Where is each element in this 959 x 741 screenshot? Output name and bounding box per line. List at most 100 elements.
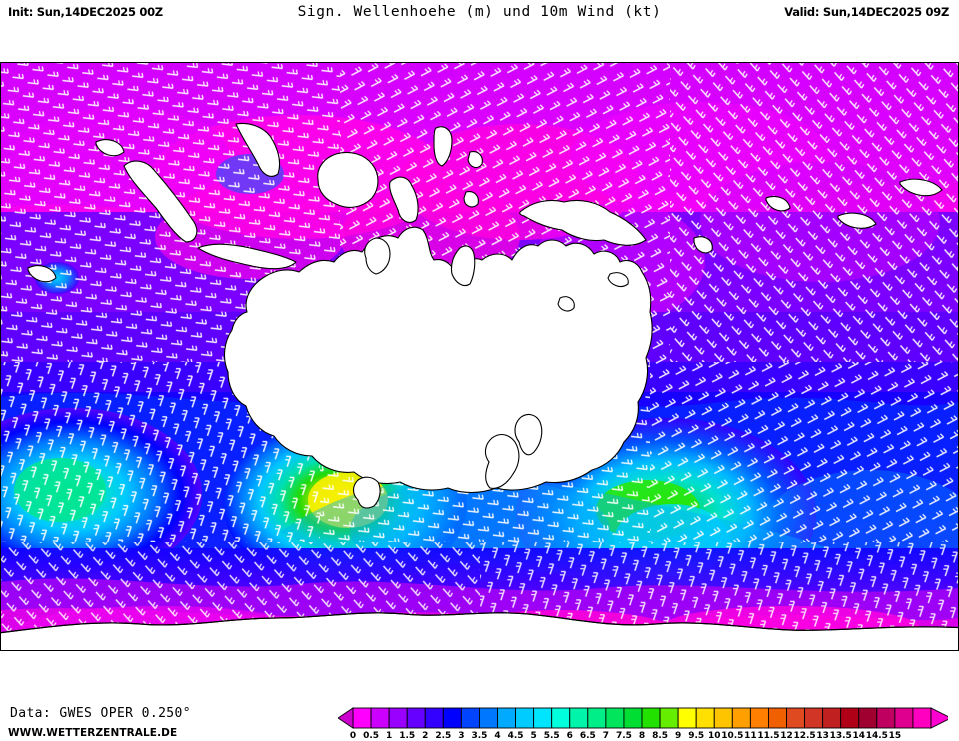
land-sumatra [123,160,198,243]
colorbar-tick-label: 7 [603,731,609,741]
colorbar-tick-label: 13 [816,731,829,741]
colorbar-cell [533,707,553,729]
colorbar-cell [641,707,661,729]
colorbar-tick-label: 10.5 [721,731,743,741]
land-java [197,243,297,270]
colorbar-tick-label: 4 [494,731,500,741]
colorbar-tick-label: 8 [639,731,645,741]
land-island-c [693,236,713,254]
colorbar-cell [731,707,751,729]
colorbar-cell [677,707,697,729]
colorbar-cell [370,707,390,729]
colorbar-cell [876,707,896,729]
colorbar-cell [767,707,787,729]
colorbar-tick-label: 12.5 [793,731,815,741]
land-borneo [317,151,379,208]
website-url-label: WWW.WETTERZENTRALE.DE [8,727,178,739]
colorbar-canvas: 0 0.5 1 1.5 2 2.5 3 3.5 4 4.5 5 5.5 6 6.5 7 7.5 8 8.5 9 9.5… [338,707,948,741]
colorbar-tick-label: 8.5 [652,731,668,741]
colorbar-cell [352,707,372,729]
land-cape-york [450,245,476,287]
colorbar-cell [840,707,860,729]
init-time-label: Init: Sun,14DEC2025 00Z [8,5,163,19]
colorbar-tick-label: 6 [567,731,573,741]
colorbar-cell [515,707,535,729]
colorbar-tick-label: 14 [852,731,865,741]
land-island-e [837,212,877,229]
land-island-a [467,151,483,169]
colorbar-under-arrow [338,707,354,729]
colorbar-tick-label: 15 [889,731,902,741]
colorbar-cell [804,707,824,729]
colorbar-cell [623,707,643,729]
colorbar-cell [713,707,733,729]
chart-header: Init: Sun,14DEC2025 00Z Sign. Wellenhoeh… [0,0,959,62]
colorbar-tick-label: 6.5 [580,731,596,741]
wave-height-map[interactable] [0,62,959,651]
land-island-h [607,272,629,287]
colorbar-tick-label: 0.5 [363,731,379,741]
colorbar-tick-label: 5.5 [544,731,560,741]
colorbar-cell [858,707,878,729]
colorbar-cell [388,707,408,729]
colorbar-cell [912,707,932,729]
colorbar-cell [569,707,589,729]
colorbar-cell [478,707,498,729]
colorbar-tick-label: 7.5 [616,731,632,741]
colorbar-cell [442,707,462,729]
colorbar-cells [352,707,932,729]
land-arnhem-land [364,237,391,275]
colorbar-cell [786,707,806,729]
colorbar[interactable]: 0 0.5 1 1.5 2 2.5 3 3.5 4 4.5 5 5.5 6 6.5 7 7.5 8 8.5 9 9.5… [338,706,948,741]
colorbar-tick-label: 9.5 [688,731,704,741]
land-island-i [27,265,57,283]
land-new-guinea [519,199,647,246]
colorbar-cell [406,707,426,729]
colorbar-over-arrow [930,707,948,729]
colorbar-cell [460,707,480,729]
land-nz-north-island [514,413,543,456]
land-philippines [433,126,453,167]
colorbar-tick-label: 3.5 [471,731,487,741]
valid-time-label: Valid: Sun,14DEC2025 09Z [784,5,949,19]
map-canvas [0,62,959,651]
colorbar-tick-label: 11.5 [757,731,779,741]
page-title: Sign. Wellenhoehe (m) und 10m Wind (kt) [297,4,662,20]
land-island-g [557,296,575,312]
land-island-f [899,178,943,197]
colorbar-cell [695,707,715,729]
coastline-antarctica [0,612,959,634]
colorbar-tick-label: 0 [350,731,356,741]
land-indochina [235,122,281,177]
colorbar-cell [749,707,769,729]
colorbar-tick-label: 1.5 [399,731,415,741]
colorbar-cell [587,707,607,729]
colorbar-tick-labels: 0 0.5 1 1.5 2 2.5 3 3.5 4 4.5 5 5.5 6 6.5 7 7.5 8 8.5 9 9.5… [350,731,901,741]
landmass-layer [0,122,959,651]
colorbar-tick-label: 5 [530,731,536,741]
colorbar-tick-label: 12 [780,731,793,741]
land-sulawesi [389,176,419,223]
colorbar-tick-label: 14.5 [866,731,888,741]
colorbar-cell [822,707,842,729]
colorbar-tick-label: 9 [675,731,681,741]
land-island-d [765,195,791,212]
colorbar-cell [551,707,571,729]
wind-barb-overlay [0,62,959,651]
colorbar-cell [605,707,625,729]
colorbar-cell [894,707,914,729]
colorbar-tick-label: 4.5 [508,731,524,741]
colorbar-tick-label: 10 [708,731,721,741]
data-source-label: Data: GWES OPER 0.250° [10,706,191,721]
land-tasmania [352,476,381,509]
land-australia [223,226,653,494]
colorbar-cell [424,707,444,729]
colorbar-cell [497,707,517,729]
land-island-j [95,139,125,157]
colorbar-tick-label: 11 [744,731,757,741]
colorbar-arrows [338,707,948,729]
colorbar-tick-label: 2 [422,731,428,741]
colorbar-tick-label: 2.5 [435,731,451,741]
colorbar-tick-label: 1 [386,731,392,741]
land-island-b [463,191,479,208]
